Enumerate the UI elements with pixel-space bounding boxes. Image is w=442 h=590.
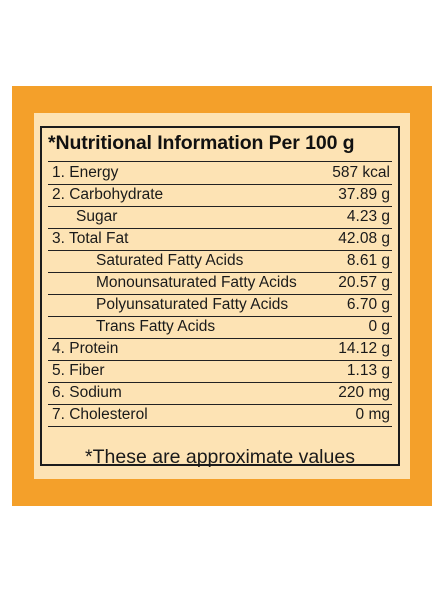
nutrient-name: 4. Protein: [52, 340, 119, 357]
nutrient-name: 5. Fiber: [52, 362, 105, 379]
nutrient-row-carbohydrate: 2. Carbohydrate 37.89 g: [48, 185, 392, 207]
nutrient-value: 4.23 g: [346, 208, 390, 225]
nutrient-name: Polyunsaturated Fatty Acids: [96, 296, 289, 313]
nutrient-row-sodium: 6. Sodium 220 mg: [48, 383, 392, 405]
nutrient-row-cholesterol: 7. Cholesterol 0 mg: [48, 405, 392, 427]
nutrient-name: 6. Sodium: [52, 384, 122, 401]
nutrient-value: 220 mg: [338, 384, 390, 401]
nutrient-row-protein: 4. Protein 14.12 g: [48, 339, 392, 361]
nutrient-name: 3. Total Fat: [52, 230, 129, 247]
nutrient-value: 587 kcal: [332, 164, 390, 181]
title-divider: [48, 161, 392, 162]
nutrition-title: *Nutritional Information Per 100 g: [48, 132, 355, 154]
nutrient-name: 7. Cholesterol: [52, 406, 148, 423]
nutrient-row-fiber: 5. Fiber 1.13 g: [48, 361, 392, 383]
nutrient-value: 14.12 g: [338, 340, 390, 357]
nutrient-name: Monounsaturated Fatty Acids: [96, 274, 297, 291]
nutrient-value: 20.57 g: [338, 274, 390, 291]
nutrient-row-saturated-fat: Saturated Fatty Acids 8.61 g: [48, 251, 392, 273]
nutrient-name: Sugar: [76, 208, 118, 225]
nutrition-table: *Nutritional Information Per 100 g 1. En…: [40, 126, 400, 468]
nutrient-value: 8.61 g: [346, 252, 390, 269]
product-background-panel: *Nutritional Information Per 100 g 1. En…: [12, 86, 432, 506]
nutrient-row-monounsaturated-fat: Monounsaturated Fatty Acids 20.57 g: [48, 273, 392, 295]
nutrition-rows: 1. Energy 587 kcal 2. Carbohydrate 37.89…: [48, 163, 392, 427]
nutrient-value: 1.13 g: [346, 362, 390, 379]
nutrient-value: 0 mg: [355, 406, 390, 423]
nutrient-value: 42.08 g: [338, 230, 390, 247]
nutrient-name: Saturated Fatty Acids: [96, 252, 244, 269]
nutrient-row-energy: 1. Energy 587 kcal: [48, 163, 392, 185]
nutrient-value: 0 g: [368, 318, 390, 335]
nutrition-label-card: *Nutritional Information Per 100 g 1. En…: [34, 113, 410, 479]
nutrient-row-trans-fat: Trans Fatty Acids 0 g: [48, 317, 392, 339]
nutrient-name: Trans Fatty Acids: [96, 318, 216, 335]
nutrient-row-total-fat: 3. Total Fat 42.08 g: [48, 229, 392, 251]
nutrient-name: 2. Carbohydrate: [52, 186, 164, 203]
nutrient-row-sugar: Sugar 4.23 g: [48, 207, 392, 229]
nutrient-value: 6.70 g: [346, 296, 390, 313]
nutrient-value: 37.89 g: [338, 186, 390, 203]
nutrient-name: 1. Energy: [52, 164, 119, 181]
nutrient-row-polyunsaturated-fat: Polyunsaturated Fatty Acids 6.70 g: [48, 295, 392, 317]
approximate-values-footnote: *These are approximate values: [85, 446, 355, 468]
